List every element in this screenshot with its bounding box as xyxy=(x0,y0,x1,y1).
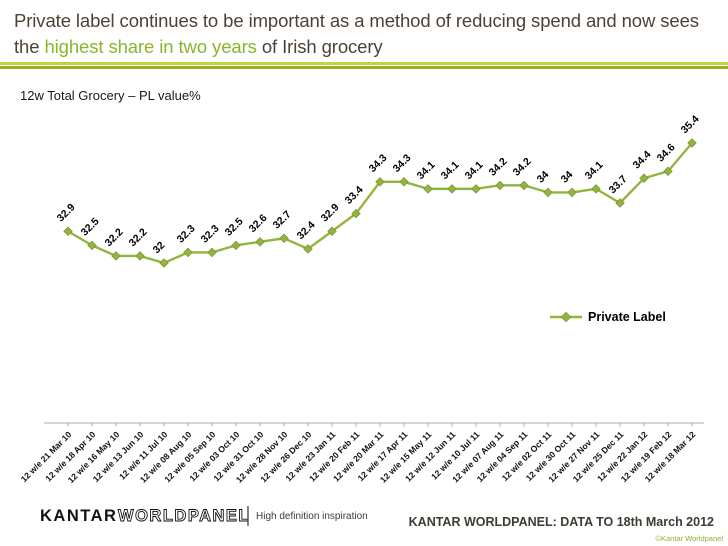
svg-text:34.3: 34.3 xyxy=(391,152,414,175)
svg-text:32.5: 32.5 xyxy=(223,215,246,238)
svg-text:32.9: 32.9 xyxy=(55,201,78,224)
svg-text:32.6: 32.6 xyxy=(247,212,270,235)
svg-text:32.4: 32.4 xyxy=(295,219,318,242)
svg-text:35.4: 35.4 xyxy=(679,113,702,136)
svg-text:34: 34 xyxy=(559,169,576,186)
svg-text:34.6: 34.6 xyxy=(655,141,678,164)
kantar-worldpanel-logo-graphic: KANTAR WORLDPANEL High definition inspir… xyxy=(40,506,368,526)
svg-text:32.9: 32.9 xyxy=(319,201,342,224)
logo-worldpanel-text: WORLDPANEL xyxy=(118,507,250,525)
logo-tagline-text: High definition inspiration xyxy=(256,511,368,522)
title-highlight: highest share in two years xyxy=(44,35,257,57)
svg-text:32.5: 32.5 xyxy=(79,215,102,238)
svg-text:34: 34 xyxy=(535,169,552,186)
chart-legend: Private Label xyxy=(549,310,666,324)
logo-kantar-text: KANTAR xyxy=(40,507,117,525)
legend-label: Private Label xyxy=(588,310,666,324)
title-text-end: of Irish grocery xyxy=(256,35,383,57)
svg-text:34.1: 34.1 xyxy=(439,159,462,182)
svg-text:34.4: 34.4 xyxy=(631,148,654,171)
kantar-worldpanel-logo: KANTAR WORLDPANEL High definition inspir… xyxy=(40,502,390,534)
svg-text:34.3: 34.3 xyxy=(367,152,390,175)
svg-text:32.3: 32.3 xyxy=(175,222,198,245)
footer-data-note: KANTAR WORLDPANEL: DATA TO 18th March 20… xyxy=(408,515,714,529)
svg-text:34.1: 34.1 xyxy=(583,159,606,182)
copyright-note: ©Kantar Worldpanel xyxy=(655,534,723,543)
svg-text:32.2: 32.2 xyxy=(127,226,150,249)
chart-subtitle: 12w Total Grocery – PL value% xyxy=(20,88,201,103)
svg-text:34.2: 34.2 xyxy=(511,155,534,178)
svg-text:32.3: 32.3 xyxy=(199,222,222,245)
svg-text:33.7: 33.7 xyxy=(607,173,630,196)
title-text-start: Private label continues to be important … xyxy=(14,10,699,57)
legend-line-marker-icon xyxy=(550,311,582,323)
svg-text:32.7: 32.7 xyxy=(271,208,294,231)
svg-text:34.1: 34.1 xyxy=(463,159,486,182)
svg-text:34.2: 34.2 xyxy=(487,155,510,178)
svg-text:34.1: 34.1 xyxy=(415,159,438,182)
slide-title: Private label continues to be important … xyxy=(14,8,714,59)
svg-text:32: 32 xyxy=(151,239,168,256)
svg-text:32.2: 32.2 xyxy=(103,226,126,249)
svg-text:33.4: 33.4 xyxy=(343,184,366,207)
title-divider-rule xyxy=(0,62,728,69)
